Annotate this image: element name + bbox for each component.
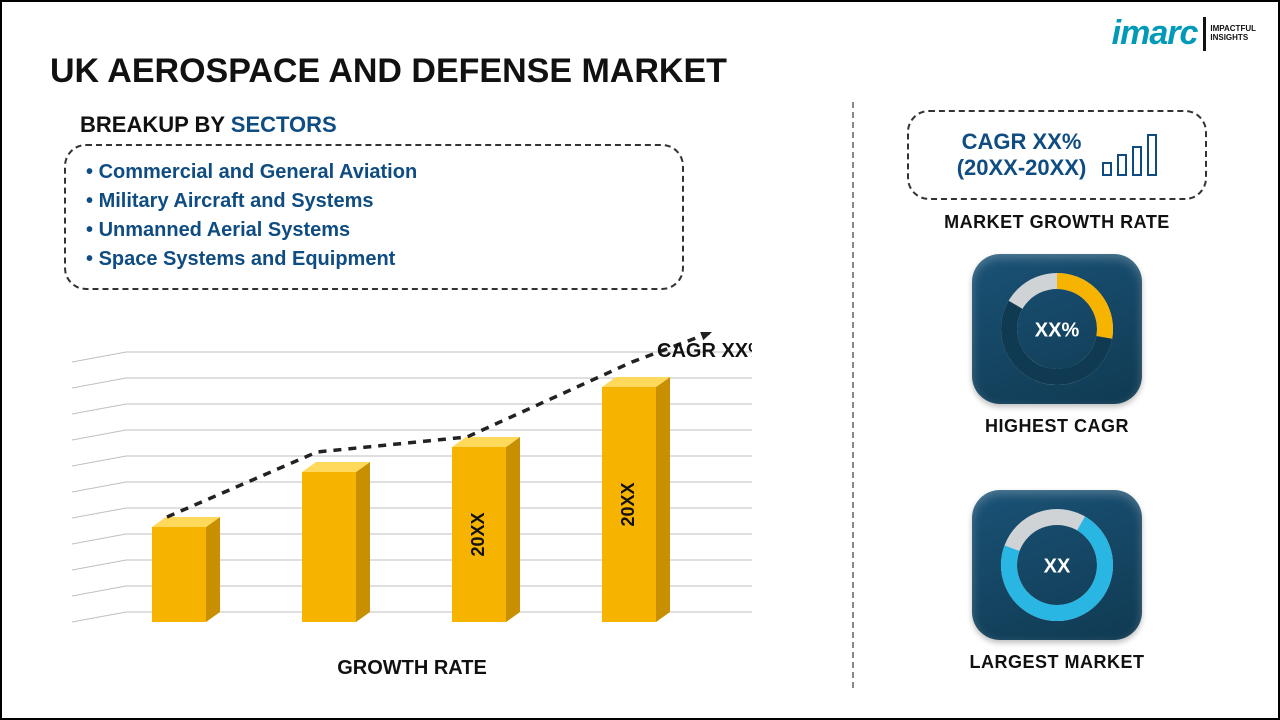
sectors-box: Commercial and General Aviation Military… [64, 144, 684, 290]
svg-text:20XX: 20XX [618, 482, 638, 526]
caption-growth-rate: MARKET GROWTH RATE [907, 212, 1207, 233]
mini-bars-icon [1102, 134, 1157, 176]
sector-item: Space Systems and Equipment [86, 245, 662, 274]
logo-tagline: IMPACTFUL INSIGHTS [1210, 25, 1256, 43]
chart-bars: 20XX 20XX [152, 377, 670, 622]
trend-label: CAGR XX% [657, 340, 752, 362]
subtitle-prefix: BREAKUP BY [80, 112, 231, 137]
tile-largest-market: XX [972, 490, 1142, 640]
page-title: UK AEROSPACE AND DEFENSE MARKET [50, 52, 727, 91]
logo-text: imarc [1112, 14, 1198, 53]
svg-text:XX%: XX% [1035, 319, 1080, 341]
breakup-subtitle: BREAKUP BY SECTORS [80, 112, 337, 138]
logo-tagline-2: INSIGHTS [1210, 34, 1256, 43]
cagr-line-1: CAGR XX% [957, 129, 1087, 155]
sector-item: Military Aircraft and Systems [86, 187, 662, 216]
sector-item: Commercial and General Aviation [86, 158, 662, 187]
svg-text:20XX: 20XX [468, 512, 488, 556]
donut-largest-market: XX [992, 500, 1122, 630]
svg-text:XX: XX [1044, 555, 1071, 577]
brand-logo: imarc IMPACTFUL INSIGHTS [1112, 14, 1256, 53]
cagr-text: CAGR XX% (20XX-20XX) [957, 129, 1087, 182]
donut-highest-cagr: XX% [992, 264, 1122, 394]
chart-axis-title: GROWTH RATE [72, 657, 752, 680]
cagr-summary-box: CAGR XX% (20XX-20XX) [907, 110, 1207, 200]
logo-separator [1203, 17, 1206, 51]
subtitle-accent: SECTORS [231, 112, 337, 137]
cagr-line-2: (20XX-20XX) [957, 155, 1087, 181]
infographic-frame: imarc IMPACTFUL INSIGHTS UK AEROSPACE AN… [0, 0, 1280, 720]
tile-highest-cagr: XX% [972, 254, 1142, 404]
sectors-list: Commercial and General Aviation Military… [86, 158, 662, 274]
vertical-divider [852, 102, 854, 688]
sector-item: Unmanned Aerial Systems [86, 216, 662, 245]
growth-bar-chart: 20XX 20XX CAGR XX% [72, 332, 752, 632]
caption-largest-market: LARGEST MARKET [907, 652, 1207, 673]
caption-highest-cagr: HIGHEST CAGR [907, 416, 1207, 437]
